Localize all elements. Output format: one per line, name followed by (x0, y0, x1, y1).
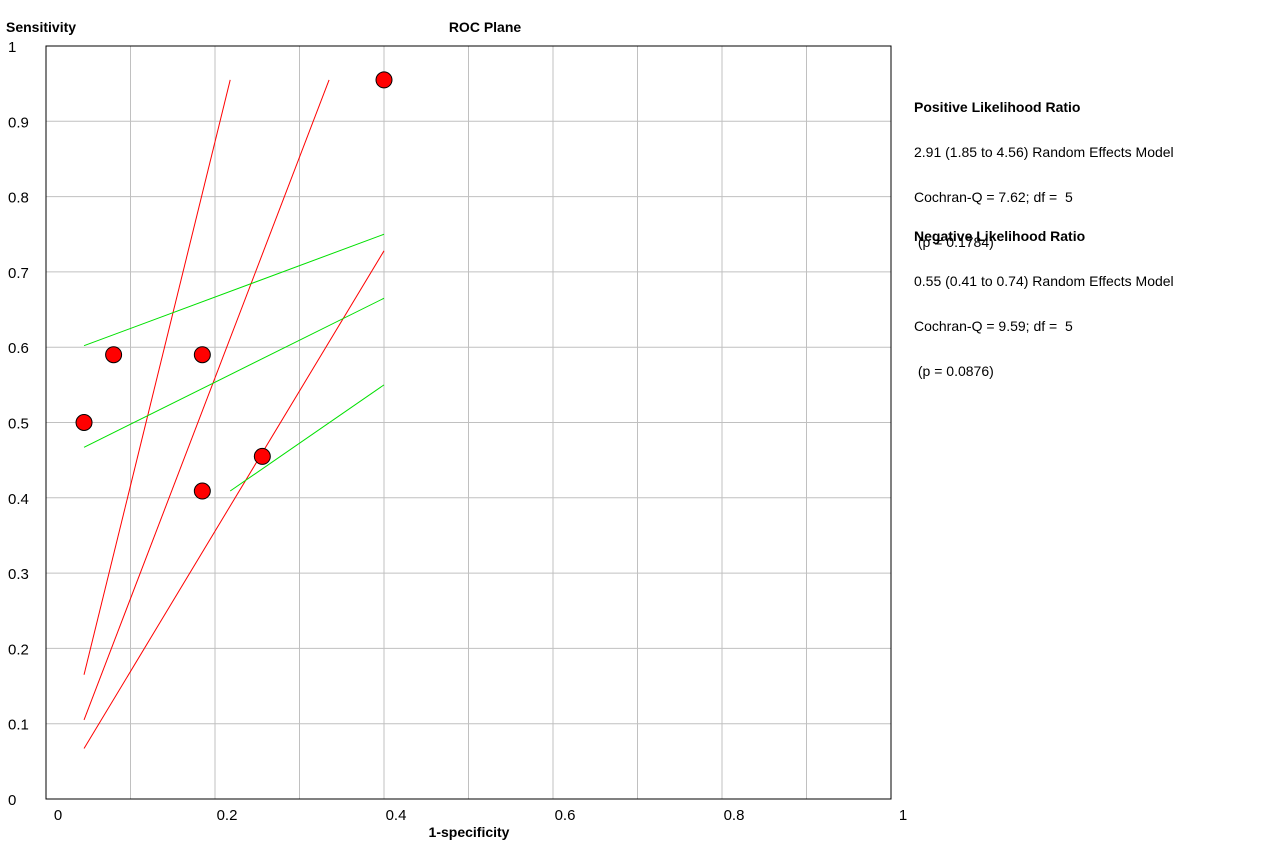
data-point (75, 414, 93, 431)
data-point (193, 482, 211, 500)
x-tick-label: 0.4 (386, 807, 407, 824)
data-point (253, 447, 271, 465)
y-tick-label: 0.8 (8, 190, 29, 207)
y-tick-label: 0.9 (8, 114, 29, 131)
positive-lr-annotation: Positive Likelihood Ratio 2.91 (1.85 to … (914, 70, 1174, 265)
x-tick-label: 0.2 (217, 807, 238, 824)
negative-lr-annotation: Negative Likelihood Ratio 0.55 (0.41 to … (914, 199, 1174, 394)
x-tick-label: 0 (54, 807, 62, 824)
y-tick-label: 0.1 (8, 717, 29, 734)
y-tick-label: 0.6 (8, 340, 29, 357)
likelihood-ratio-lines (83, 79, 385, 749)
positive-lr-line (83, 79, 231, 675)
positive-lr-cochran: Cochran-Q = 7.62; df = 5 (914, 189, 1073, 205)
data-point (105, 346, 123, 364)
x-axis-label: 1-specificity (429, 824, 510, 840)
positive-lr-estimate: 2.91 (1.85 to 4.56) Random Effects Model (914, 144, 1174, 160)
positive-lr-heading: Positive Likelihood Ratio (914, 99, 1081, 115)
negative-lr-pvalue: (p = 0.0876) (914, 363, 994, 379)
y-tick-label: 0.3 (8, 566, 29, 583)
chart-title: ROC Plane (449, 19, 522, 35)
data-point (193, 346, 211, 364)
positive-lr-line (83, 250, 385, 749)
negative-lr-line (229, 384, 385, 492)
y-tick-label: 0 (8, 792, 16, 809)
x-tick-label: 1 (899, 807, 907, 824)
study-points (75, 71, 393, 500)
x-tick-label: 0.8 (724, 807, 745, 824)
positive-lr-line (83, 79, 330, 721)
y-tick-label: 1 (8, 39, 16, 56)
positive-lr-pvalue: (p = 0.1784) (914, 234, 994, 250)
plot-frame (45, 45, 892, 800)
negative-lr-line (83, 297, 385, 448)
y-axis-label: Sensitivity (6, 19, 76, 35)
data-point (375, 71, 393, 89)
y-tick-label: 0.4 (8, 491, 29, 508)
x-tick-label: 0.6 (555, 807, 576, 824)
x-axis-ticks: 0 0.2 0.4 0.6 0.8 1 (54, 807, 907, 824)
y-tick-label: 0.5 (8, 416, 29, 433)
grid-lines (46, 46, 891, 799)
negative-lr-estimate: 0.55 (0.41 to 0.74) Random Effects Model (914, 273, 1174, 289)
y-tick-label: 0.2 (8, 641, 29, 658)
y-tick-label: 0.7 (8, 265, 29, 282)
negative-lr-heading: Negative Likelihood Ratio (914, 228, 1086, 244)
negative-lr-line (83, 233, 385, 347)
y-axis-ticks: 0 0.1 0.2 0.3 0.4 0.5 0.6 0.7 0.8 0.9 1 (8, 39, 29, 809)
negative-lr-cochran: Cochran-Q = 9.59; df = 5 (914, 318, 1073, 334)
